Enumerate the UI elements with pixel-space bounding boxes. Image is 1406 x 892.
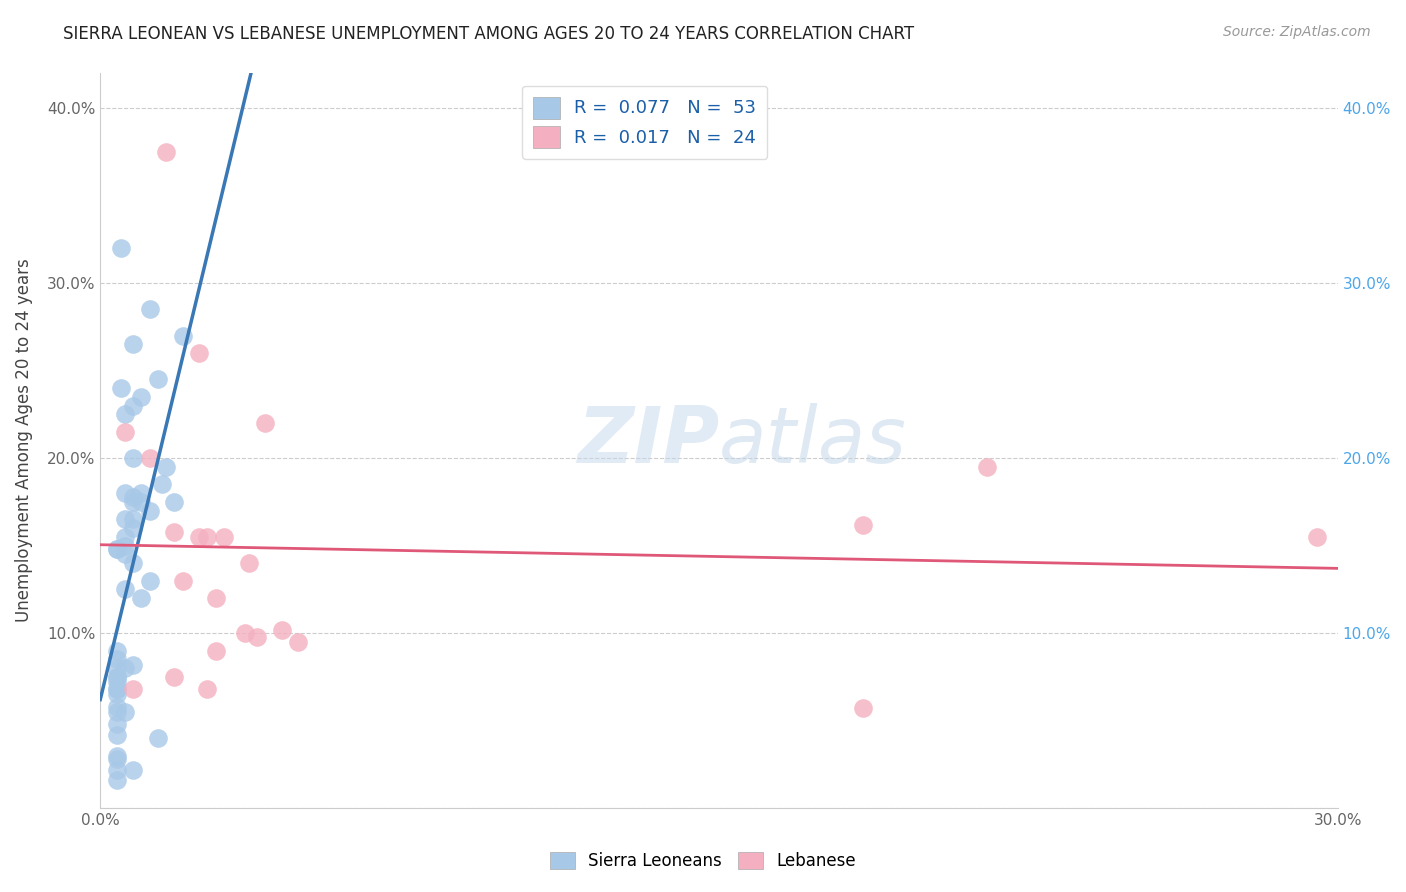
Point [287,635,309,649]
Point [114,512,136,526]
Point [122,681,145,696]
Text: Source: ZipAtlas.com: Source: ZipAtlas.com [1223,25,1371,39]
Point [122,450,145,465]
Point [105,670,128,684]
Point [105,542,128,557]
Point [155,145,177,159]
Point [163,670,186,684]
Point [105,705,128,719]
Legend: Sierra Leoneans, Lebanese: Sierra Leoneans, Lebanese [543,845,863,877]
Point [188,346,211,360]
Point [105,728,128,742]
Point [246,630,269,644]
Point [204,643,226,657]
Point [105,661,128,675]
Point [105,681,128,696]
Point [110,381,132,395]
Point [114,547,136,561]
Point [122,657,145,672]
Point [105,675,128,690]
Point [114,530,136,544]
Point [105,748,128,763]
Point [114,425,136,439]
Point [976,459,998,474]
Point [122,495,145,509]
Point [139,574,162,588]
Point [105,699,128,714]
Point [131,486,153,500]
Point [172,574,194,588]
Point [172,328,194,343]
Point [105,752,128,766]
Point [122,521,145,535]
Point [105,670,128,684]
Point [122,399,145,413]
Point [105,773,128,788]
Point [105,717,128,731]
Point [150,477,173,491]
Point [204,591,226,605]
Point [122,490,145,504]
Point [197,681,219,696]
Legend: R =  0.077   N =  53, R =  0.017   N =  24: R = 0.077 N = 53, R = 0.017 N = 24 [522,86,768,159]
Point [139,503,162,517]
Y-axis label: Unemployment Among Ages 20 to 24 years: Unemployment Among Ages 20 to 24 years [15,259,32,623]
Point [852,517,875,532]
Point [122,512,145,526]
Point [188,530,211,544]
Point [114,582,136,597]
Point [233,626,256,640]
Point [163,495,186,509]
Text: ZIP: ZIP [576,402,718,478]
Point [146,731,169,745]
Point [105,687,128,701]
Point [105,763,128,777]
Point [114,661,136,675]
Point [114,486,136,500]
Point [122,763,145,777]
Point [122,337,145,351]
Point [105,542,128,557]
Point [197,530,219,544]
Point [270,623,292,637]
Point [131,495,153,509]
Point [105,681,128,696]
Point [163,524,186,539]
Point [139,450,162,465]
Text: SIERRA LEONEAN VS LEBANESE UNEMPLOYMENT AMONG AGES 20 TO 24 YEARS CORRELATION CH: SIERRA LEONEAN VS LEBANESE UNEMPLOYMENT … [63,25,914,43]
Point [105,643,128,657]
Point [238,556,260,570]
Point [155,459,177,474]
Point [852,701,875,715]
Point [122,556,145,570]
Point [139,302,162,317]
Point [1306,530,1329,544]
Point [114,705,136,719]
Point [131,591,153,605]
Point [110,241,132,255]
Point [105,652,128,666]
Point [114,407,136,421]
Point [212,530,235,544]
Point [131,390,153,404]
Text: atlas: atlas [718,402,907,478]
Point [146,372,169,386]
Point [254,416,277,430]
Point [114,539,136,553]
